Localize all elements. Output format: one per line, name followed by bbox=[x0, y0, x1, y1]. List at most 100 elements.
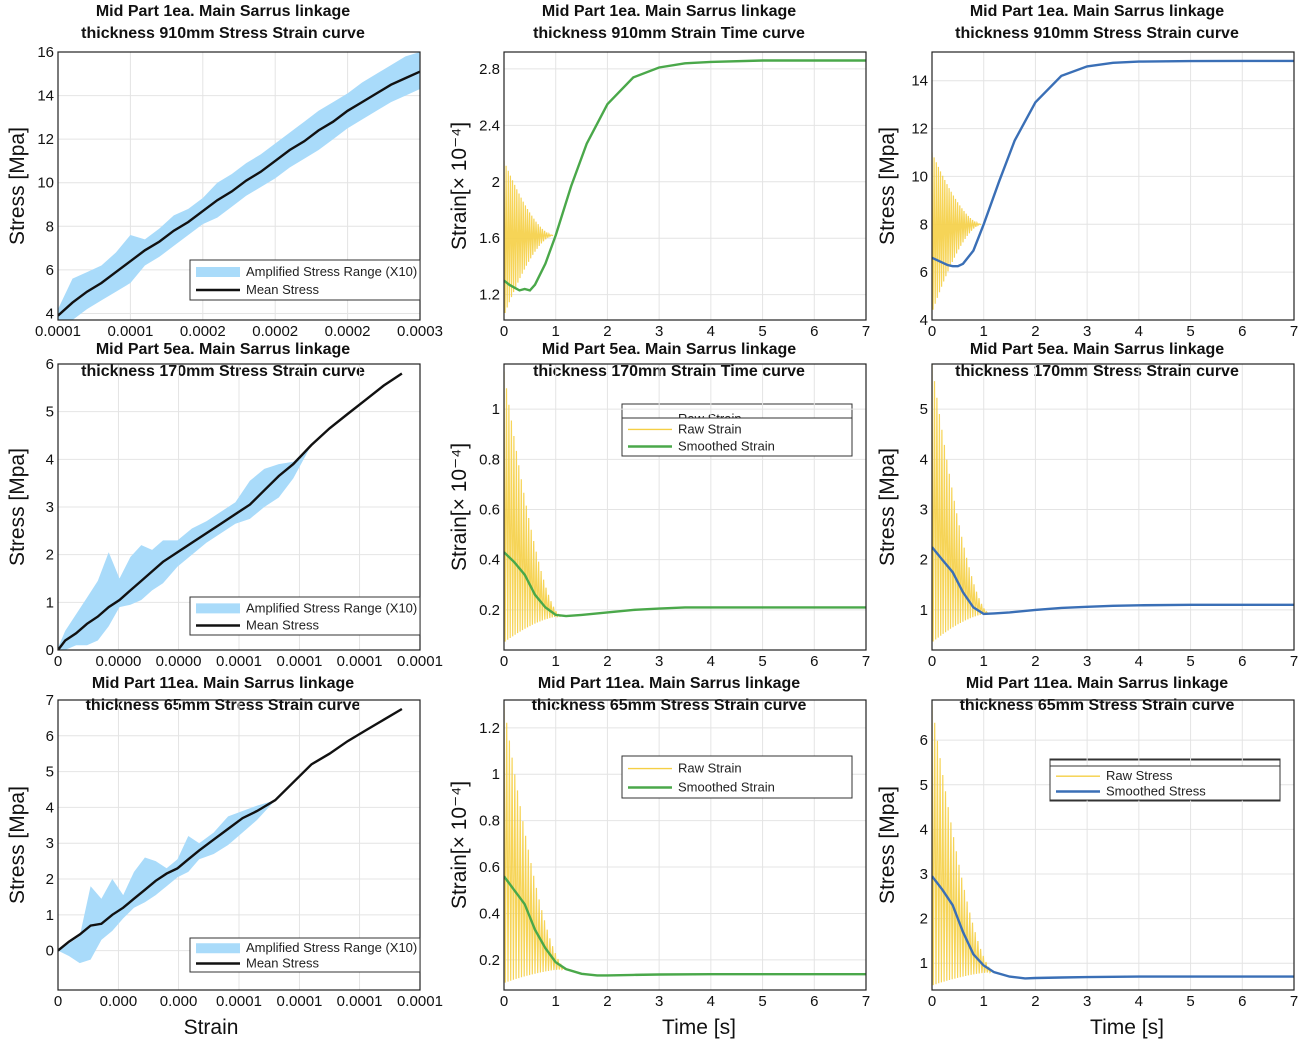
y-tick-label: 0 bbox=[46, 642, 54, 659]
x-tick-label: 0.0000 bbox=[96, 653, 142, 670]
raw-signal-line bbox=[932, 364, 989, 642]
y-tick-label: 3 bbox=[46, 499, 54, 516]
chart-title-line2: thickness 910mm Strain Time curve bbox=[533, 25, 805, 42]
x-tick-label: 0.0001 bbox=[397, 653, 443, 670]
x-tick-label: 1 bbox=[552, 993, 560, 1010]
x-tick-label: 6 bbox=[810, 653, 818, 670]
y-tick-label: 4 bbox=[920, 451, 928, 468]
x-tick-label: 7 bbox=[1290, 993, 1298, 1010]
y-tick-label: 4 bbox=[46, 799, 54, 816]
smoothed-line bbox=[932, 875, 1294, 980]
x-tick-label: 1 bbox=[980, 993, 988, 1010]
legend-label: Smoothed Strain bbox=[678, 439, 775, 454]
legend: Raw Strain Smoothed Strain bbox=[621, 755, 853, 799]
plot-area bbox=[58, 372, 403, 650]
x-tick-label: 2 bbox=[1031, 323, 1039, 340]
x-tick-label: 6 bbox=[1238, 993, 1246, 1010]
chart-r1c0: Mid Part 5ea. Main Sarrus linkage thickne… bbox=[6, 341, 443, 670]
x-tick-label: 3 bbox=[1083, 653, 1091, 670]
x-tick-label: 3 bbox=[1083, 323, 1091, 340]
y-tick-label: 10 bbox=[911, 168, 928, 185]
y-tick-label: 3 bbox=[920, 502, 928, 519]
legend-label: Raw Stress bbox=[1106, 768, 1173, 783]
x-tick-label: 0 bbox=[928, 323, 936, 340]
axes-frame bbox=[931, 363, 1295, 651]
x-tick-label: 2 bbox=[1031, 653, 1039, 670]
chart-title-line1: Mid Part 1ea. Main Sarrus linkage bbox=[542, 3, 796, 20]
y-tick-label: 4 bbox=[46, 305, 54, 322]
chart-r2c0: Mid Part 11ea. Main Sarrus linkage thickn… bbox=[6, 675, 443, 1039]
smoothed-line bbox=[932, 546, 1294, 616]
y-tick-label: 3 bbox=[920, 866, 928, 883]
chart-title-line1: Mid Part 11ea. Main Sarrus linkage bbox=[92, 675, 354, 692]
y-axis-label: Stress [Mpa] bbox=[876, 786, 899, 904]
raw-signal-line bbox=[504, 371, 561, 642]
legend-label: Amplified Stress Range (X10) bbox=[246, 600, 417, 615]
y-tick-label: 4 bbox=[920, 312, 928, 329]
y-axis-label: Strain[× 10⁻⁴] bbox=[448, 122, 471, 250]
x-tick-label: 0.0001 bbox=[277, 653, 323, 670]
x-tick-label: 0.0001 bbox=[397, 993, 443, 1010]
y-tick-label: 0.4 bbox=[479, 905, 500, 922]
x-tick-label: 3 bbox=[1083, 993, 1091, 1010]
legend-label: Smoothed Strain bbox=[678, 780, 775, 795]
axes-frame bbox=[503, 699, 867, 991]
x-tick-label: 0.0003 bbox=[397, 323, 443, 340]
x-tick-label: 0.0001 bbox=[107, 323, 153, 340]
y-tick-label: 6 bbox=[46, 262, 54, 279]
x-tick-label: 5 bbox=[1186, 323, 1194, 340]
chart-title-line2: thickness 65mm Stress Strain curve bbox=[86, 697, 361, 714]
x-tick-label: 5 bbox=[1186, 993, 1194, 1010]
x-tick-label: 6 bbox=[810, 323, 818, 340]
y-tick-label: 0.6 bbox=[479, 859, 500, 876]
plot-area bbox=[932, 59, 1294, 310]
legend-label: Amplified Stress Range (X10) bbox=[246, 264, 417, 279]
axes-frame bbox=[503, 51, 867, 321]
chart-r0c0: Mid Part 1ea. Main Sarrus linkage thickne… bbox=[6, 3, 443, 340]
x-tick-label: 4 bbox=[1135, 653, 1143, 670]
legend: Amplified Stress Range (X10) Mean Stress bbox=[189, 259, 421, 301]
y-tick-label: 0.4 bbox=[479, 552, 500, 569]
y-tick-label: 6 bbox=[46, 728, 54, 745]
y-tick-label: 1 bbox=[46, 907, 54, 924]
x-tick-label: 0 bbox=[928, 653, 936, 670]
y-axis-label: Stress [Mpa] bbox=[6, 786, 29, 904]
x-tick-label: 0.0002 bbox=[252, 323, 298, 340]
y-tick-label: 6 bbox=[920, 732, 928, 749]
stress-range-band bbox=[58, 373, 402, 650]
y-tick-label: 1 bbox=[920, 602, 928, 619]
mean-stress-line bbox=[58, 70, 420, 317]
chart-title-line1: Mid Part 1ea. Main Sarrus linkage bbox=[970, 3, 1224, 20]
y-tick-label: 6 bbox=[920, 264, 928, 281]
y-tick-label: 2 bbox=[920, 911, 928, 928]
x-tick-label: 6 bbox=[1238, 653, 1246, 670]
y-axis-label: Strain[× 10⁻⁴] bbox=[448, 443, 471, 571]
x-tick-label: 0.0001 bbox=[277, 993, 323, 1010]
y-tick-label: 4 bbox=[46, 451, 54, 468]
raw-signal-line bbox=[504, 160, 554, 314]
chart-r1c1: Mid Part 5ea. Main Sarrus linkage thickne… bbox=[448, 341, 870, 670]
y-tick-label: 12 bbox=[37, 131, 54, 148]
y-tick-label: 5 bbox=[920, 777, 928, 794]
legend-label: Raw Strain bbox=[678, 421, 742, 436]
x-tick-label: 2 bbox=[603, 653, 611, 670]
y-tick-label: 7 bbox=[46, 692, 54, 709]
axes-frame bbox=[931, 699, 1295, 991]
x-tick-label: 7 bbox=[1290, 653, 1298, 670]
x-tick-label: 1 bbox=[552, 323, 560, 340]
y-tick-label: 1.2 bbox=[479, 720, 500, 737]
x-tick-label: 4 bbox=[1135, 323, 1143, 340]
x-tick-label: 0.000 bbox=[100, 993, 138, 1010]
x-tick-label: 6 bbox=[1238, 323, 1246, 340]
y-axis-label: Stress [Mpa] bbox=[6, 448, 29, 566]
y-tick-label: 2 bbox=[492, 174, 500, 191]
chart-r2c2: Mid Part 11ea. Main Sarrus linkage thickn… bbox=[876, 675, 1298, 1039]
chart-r2c1: Mid Part 11ea. Main Sarrus linkage thickn… bbox=[448, 675, 870, 1039]
x-tick-label: 0.000 bbox=[160, 993, 198, 1010]
x-tick-label: 2 bbox=[603, 323, 611, 340]
legend-label: Raw Strain bbox=[678, 761, 742, 776]
x-tick-label: 0 bbox=[500, 993, 508, 1010]
x-tick-label: 1 bbox=[980, 323, 988, 340]
mean-stress-line bbox=[58, 707, 403, 952]
